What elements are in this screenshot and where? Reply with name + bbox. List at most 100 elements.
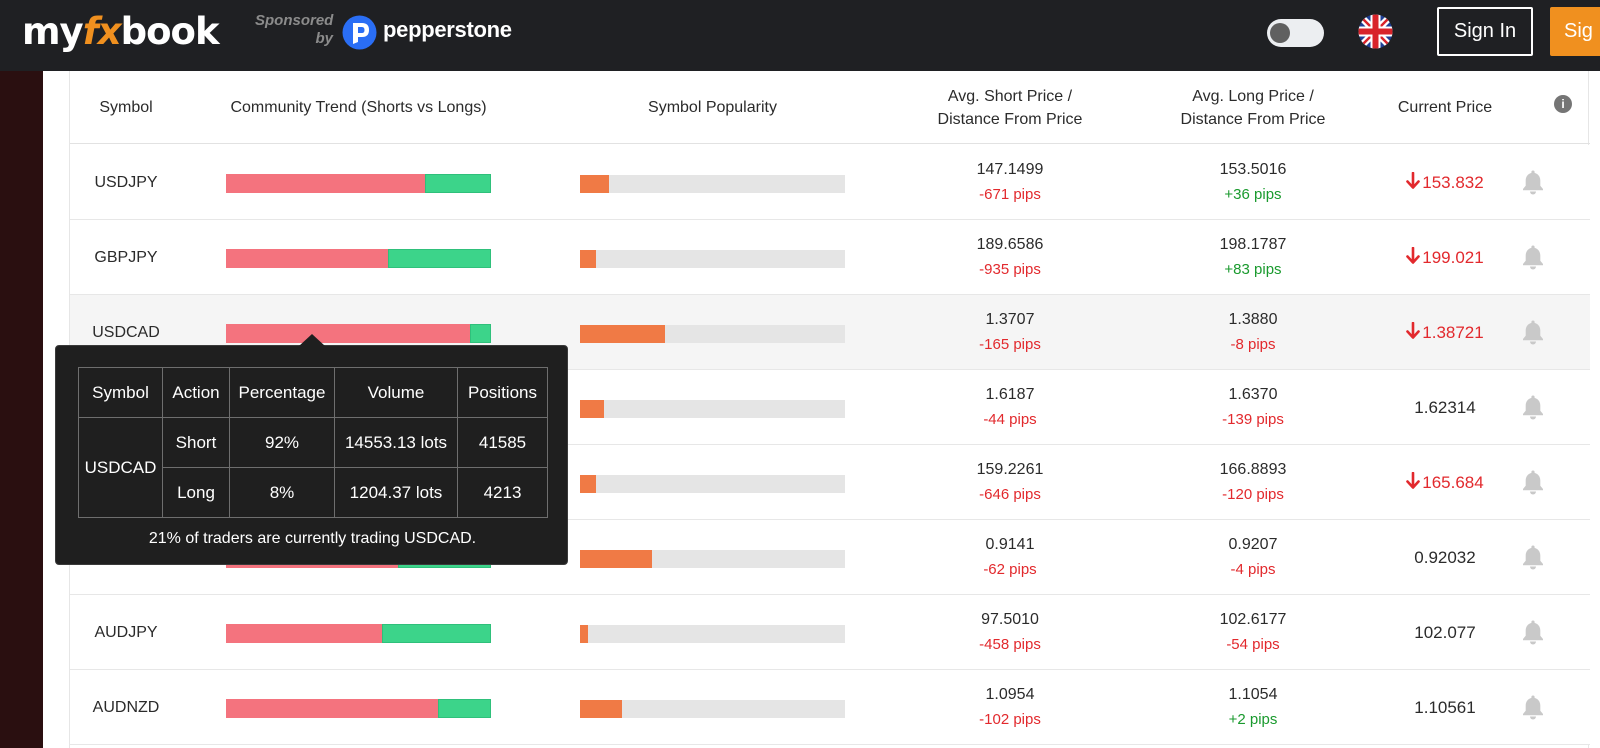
tooltip-table: Symbol Action Percentage Volume Position… bbox=[78, 367, 548, 518]
symbol-cell[interactable]: GBPJPY bbox=[94, 249, 158, 266]
tooltip-header-volume: Volume bbox=[334, 367, 458, 418]
logo-part-my: my bbox=[22, 10, 84, 53]
community-trend-bar[interactable] bbox=[226, 249, 491, 268]
trend-short-segment bbox=[226, 249, 388, 268]
table-row[interactable]: USDJPY 147.1499 -671 pips 153.5016 +36 pips 1… bbox=[70, 145, 1590, 220]
avg-long-price: 0.9207 bbox=[1228, 536, 1278, 553]
symbol-cell[interactable]: USDJPY bbox=[94, 174, 158, 191]
current-price-cell: 1.10561 bbox=[1368, 670, 1522, 745]
popularity-bar bbox=[580, 475, 845, 493]
tooltip-volume: 14553.13 lots bbox=[334, 417, 458, 468]
avg-short-pips: -102 pips bbox=[979, 711, 1041, 728]
current-price: 199.021 bbox=[1422, 248, 1484, 267]
header-avg-long-price[interactable]: Avg. Long Price / Distance From Price bbox=[1153, 71, 1353, 144]
tooltip-volume: 1204.37 lots bbox=[334, 467, 458, 518]
bell-icon[interactable] bbox=[1522, 469, 1544, 495]
table-row[interactable]: GBPJPY 189.6586 -935 pips 198.1787 +83 pips 1… bbox=[70, 220, 1590, 295]
avg-long-cell: 1.3880 -8 pips bbox=[1153, 307, 1353, 357]
header-community-trend[interactable]: Community Trend (Shorts vs Longs) bbox=[230, 99, 487, 116]
current-price: 102.077 bbox=[1414, 623, 1476, 642]
current-price: 0.92032 bbox=[1414, 548, 1476, 567]
uk-flag-icon[interactable] bbox=[1358, 14, 1393, 49]
tooltip-action: Long bbox=[162, 467, 230, 518]
arrow-down-icon bbox=[1406, 472, 1421, 489]
avg-short-price: 147.1499 bbox=[976, 161, 1044, 178]
current-price-cell: 1.38721 bbox=[1368, 295, 1522, 370]
avg-short-cell: 97.5010 -458 pips bbox=[910, 607, 1110, 657]
arrow-down-icon bbox=[1406, 172, 1421, 189]
avg-short-pips: -165 pips bbox=[979, 336, 1041, 353]
bell-icon[interactable] bbox=[1522, 319, 1544, 345]
symbol-cell[interactable]: USDCAD bbox=[92, 324, 160, 341]
avg-long-price: 1.6370 bbox=[1228, 386, 1278, 403]
trend-long-segment bbox=[387, 249, 491, 268]
popularity-fill bbox=[580, 325, 665, 343]
avg-long-cell: 102.6177 -54 pips bbox=[1153, 607, 1353, 657]
community-trend-bar[interactable] bbox=[226, 699, 491, 718]
trend-long-segment bbox=[469, 324, 491, 343]
pepperstone-name[interactable]: pepperstone bbox=[383, 17, 512, 42]
tooltip-symbol: USDCAD bbox=[78, 417, 163, 518]
table-row[interactable]: AUDNZD 1.0954 -102 pips 1.1054 +2 pips 1.1056… bbox=[70, 670, 1590, 745]
header-avg-short-price[interactable]: Avg. Short Price / Distance From Price bbox=[910, 71, 1110, 144]
bell-icon[interactable] bbox=[1522, 169, 1544, 195]
sign-up-button[interactable]: Sig bbox=[1550, 7, 1600, 56]
avg-long-pips: -4 pips bbox=[1230, 561, 1276, 578]
bell-icon[interactable] bbox=[1522, 619, 1544, 645]
avg-short-pips: -62 pips bbox=[983, 561, 1037, 578]
avg-long-price: 102.6177 bbox=[1219, 611, 1287, 628]
avg-short-cell: 1.3707 -165 pips bbox=[910, 307, 1110, 357]
current-price-cell: 165.684 bbox=[1368, 445, 1522, 520]
symbol-cell[interactable]: AUDNZD bbox=[92, 699, 160, 716]
avg-short-cell: 1.0954 -102 pips bbox=[910, 682, 1110, 732]
avg-long-pips: -8 pips bbox=[1230, 336, 1276, 353]
pepperstone-icon[interactable] bbox=[342, 15, 377, 50]
table-row[interactable]: AUDJPY 97.5010 -458 pips 102.6177 -54 pips 10… bbox=[70, 595, 1590, 670]
avg-long-cell: 198.1787 +83 pips bbox=[1153, 232, 1353, 282]
tooltip-percentage: 8% bbox=[229, 467, 335, 518]
current-price-cell: 199.021 bbox=[1368, 220, 1522, 295]
bell-icon[interactable] bbox=[1522, 244, 1544, 270]
symbol-cell[interactable]: AUDJPY bbox=[94, 624, 158, 641]
bell-icon[interactable] bbox=[1522, 694, 1544, 720]
avg-long-price: 198.1787 bbox=[1219, 236, 1287, 253]
popularity-fill bbox=[580, 625, 588, 643]
tooltip-action: Short bbox=[162, 417, 230, 468]
popularity-fill bbox=[580, 175, 610, 193]
popularity-bar bbox=[580, 700, 845, 718]
popularity-bar bbox=[580, 325, 845, 343]
info-icon[interactable]: i bbox=[1554, 95, 1572, 113]
tooltip-header-positions: Positions bbox=[457, 367, 548, 418]
trend-short-segment bbox=[226, 324, 470, 343]
avg-long-pips: +36 pips bbox=[1224, 186, 1282, 203]
sponsored-text: Sponsored bbox=[255, 12, 334, 29]
tooltip-positions: 41585 bbox=[457, 417, 548, 468]
header-current-price[interactable]: Current Price bbox=[1397, 99, 1493, 116]
table-header: Symbol Community Trend (Shorts vs Longs)… bbox=[70, 71, 1590, 144]
bell-icon[interactable] bbox=[1522, 544, 1544, 570]
sign-in-button[interactable]: Sign In bbox=[1437, 7, 1533, 56]
main-content: Symbol Community Trend (Shorts vs Longs)… bbox=[43, 71, 1600, 748]
by-text: by bbox=[315, 30, 333, 47]
avg-long-cell: 153.5016 +36 pips bbox=[1153, 157, 1353, 207]
header-symbol[interactable]: Symbol bbox=[99, 99, 153, 116]
avg-long-price: 166.8893 bbox=[1219, 461, 1287, 478]
trend-long-segment bbox=[382, 624, 491, 643]
avg-long-pips: -139 pips bbox=[1222, 411, 1284, 428]
community-trend-bar[interactable] bbox=[226, 324, 491, 343]
avg-long-cell: 1.6370 -139 pips bbox=[1153, 382, 1353, 432]
theme-toggle[interactable] bbox=[1267, 19, 1324, 47]
header-symbol-popularity[interactable]: Symbol Popularity bbox=[648, 99, 777, 116]
avg-short-cell: 1.6187 -44 pips bbox=[910, 382, 1110, 432]
avg-long-pips: -120 pips bbox=[1222, 486, 1284, 503]
avg-short-pips: -671 pips bbox=[979, 186, 1041, 203]
popularity-fill bbox=[580, 550, 652, 568]
avg-long-pips: -54 pips bbox=[1226, 636, 1280, 653]
bell-icon[interactable] bbox=[1522, 394, 1544, 420]
community-trend-bar[interactable] bbox=[226, 174, 491, 193]
trend-long-segment bbox=[424, 174, 491, 193]
avg-short-price: 1.3707 bbox=[985, 311, 1035, 328]
myfxbook-logo[interactable]: myfxbook bbox=[22, 8, 220, 56]
community-trend-bar[interactable] bbox=[226, 624, 491, 643]
trend-short-segment bbox=[226, 699, 438, 718]
